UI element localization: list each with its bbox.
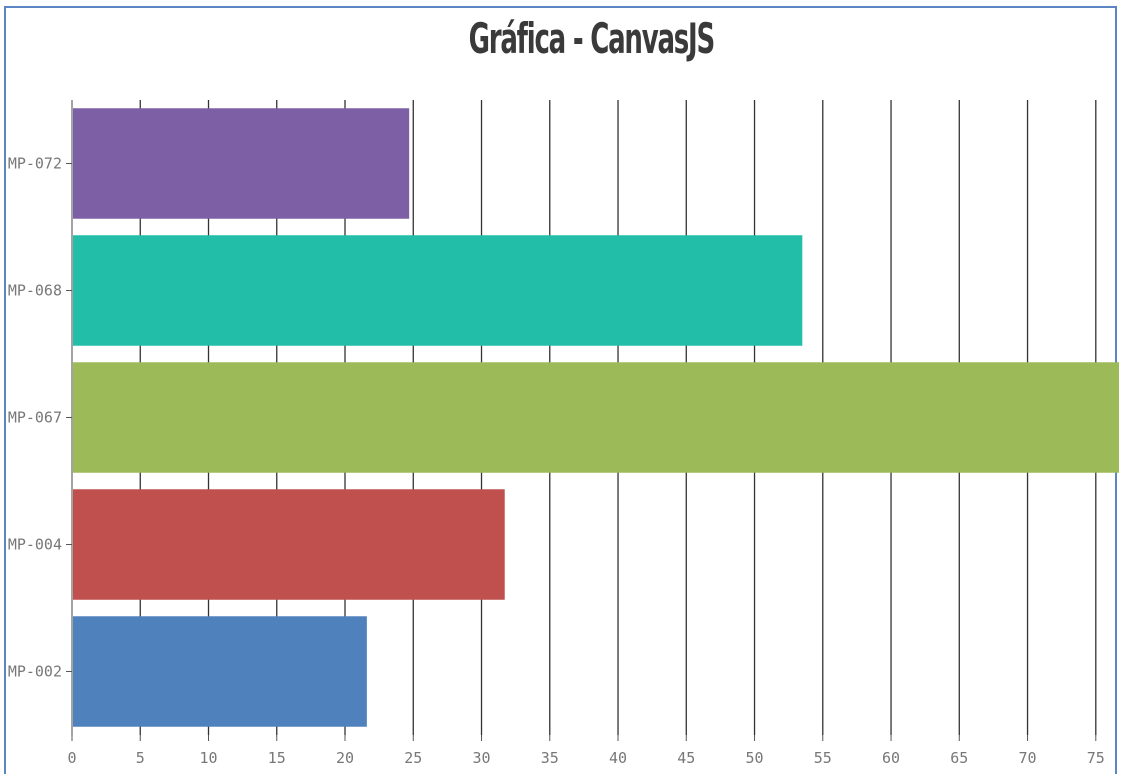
bar-mp-072 bbox=[73, 108, 410, 219]
x-tick-label: 65 bbox=[950, 749, 968, 767]
x-tick-label: 35 bbox=[541, 749, 559, 767]
x-tick-label: 10 bbox=[199, 749, 217, 767]
x-tick-label: 55 bbox=[814, 749, 832, 767]
x-tick-label: 70 bbox=[1019, 749, 1037, 767]
bar-mp-004 bbox=[73, 489, 505, 600]
x-tick-label: 20 bbox=[336, 749, 354, 767]
y-tick-label: MP-067 bbox=[8, 409, 62, 427]
bar-mp-067 bbox=[73, 362, 1119, 473]
y-tick-label: MP-004 bbox=[8, 536, 62, 554]
x-tick-label: 60 bbox=[882, 749, 900, 767]
x-tick-label: 40 bbox=[609, 749, 627, 767]
x-tick-label: 15 bbox=[268, 749, 286, 767]
bar-mp-002 bbox=[73, 616, 367, 727]
y-tick-label: MP-002 bbox=[8, 663, 62, 681]
x-tick-label: 75 bbox=[1087, 749, 1105, 767]
x-tick-label: 45 bbox=[677, 749, 695, 767]
x-tick-label: 30 bbox=[472, 749, 490, 767]
x-tick-label: 5 bbox=[136, 749, 145, 767]
x-tick-label: 50 bbox=[745, 749, 763, 767]
x-tick-label: 25 bbox=[404, 749, 422, 767]
y-tick-label: MP-072 bbox=[8, 155, 62, 173]
bar-mp-068 bbox=[73, 235, 803, 346]
chart-title: Gráfica - CanvasJS bbox=[468, 14, 716, 63]
x-tick-label: 0 bbox=[67, 749, 76, 767]
y-tick-label: MP-068 bbox=[8, 282, 62, 300]
